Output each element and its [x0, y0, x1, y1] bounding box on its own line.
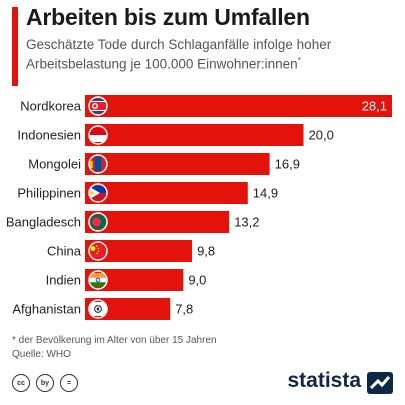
chart-notes: * der Bevölkerung im Alter von über 15 J…: [12, 334, 217, 362]
category-label: Afghanistan: [12, 302, 81, 317]
bar-nordkorea: [85, 95, 392, 117]
chart-subtitle: Geschätzte Tode durch Schlaganfälle info…: [26, 37, 396, 73]
value-label: 14,9: [253, 186, 278, 201]
indonesia-flag-icon: [88, 125, 108, 145]
category-label: China: [47, 244, 82, 259]
bar-indien: [85, 269, 184, 291]
china-flag-icon: [88, 241, 108, 261]
bar-philippinen: [85, 182, 248, 204]
category-label: Bangladesch: [6, 215, 81, 230]
value-label: 7,8: [175, 302, 193, 317]
mongolia-flag-icon: [88, 154, 108, 174]
india-flag-icon: [88, 270, 108, 290]
bar-afghanistan: [85, 298, 171, 320]
bar-mongolei: [85, 153, 270, 175]
value-label: 9,0: [188, 273, 206, 288]
value-label: 9,8: [197, 244, 215, 259]
source-text: Quelle: WHO: [12, 349, 71, 360]
bar-indonesien: [85, 124, 304, 146]
footer: cc by = statista: [0, 366, 405, 405]
cc-license-icon[interactable]: cc: [12, 374, 30, 392]
attribution-person-icon[interactable]: by: [36, 374, 54, 392]
category-label: Mongolei: [28, 157, 81, 172]
category-label: Philippinen: [17, 186, 81, 201]
footnote-text: * der Bevölkerung im Alter von über 15 J…: [12, 335, 217, 346]
page-title: Arbeiten bis zum Umfallen: [26, 4, 310, 30]
category-label: Indonesien: [17, 128, 81, 143]
title-accent-bar: [12, 7, 18, 86]
license-icons: cc by =: [12, 374, 78, 392]
value-label: 20,0: [309, 128, 334, 143]
bar-china: [85, 240, 193, 262]
philippines-flag-icon: [88, 183, 108, 203]
bangladesh-flag-icon: [88, 212, 108, 232]
bar-chart: Nordkorea 28,1 Indonesien 20,0 Mongolei 16,9 P…: [6, 95, 392, 320]
statista-logo-icon: [367, 372, 393, 394]
bar-bangladesch: [85, 211, 230, 233]
subtitle-text: Geschätzte Tode durch Schlaganfälle info…: [26, 37, 332, 72]
category-label: Indien: [46, 273, 81, 288]
north-korea-flag-icon: [88, 96, 108, 116]
value-label: 13,2: [234, 215, 259, 230]
no-derivatives-icon[interactable]: =: [60, 374, 78, 392]
value-label: 28,1: [362, 99, 387, 114]
afghanistan-flag-icon: [88, 299, 108, 319]
category-label: Nordkorea: [20, 99, 81, 114]
subtitle-footnote-mark: *: [297, 56, 301, 65]
value-label: 16,9: [275, 157, 300, 172]
statista-logo-text[interactable]: statista: [287, 369, 361, 392]
